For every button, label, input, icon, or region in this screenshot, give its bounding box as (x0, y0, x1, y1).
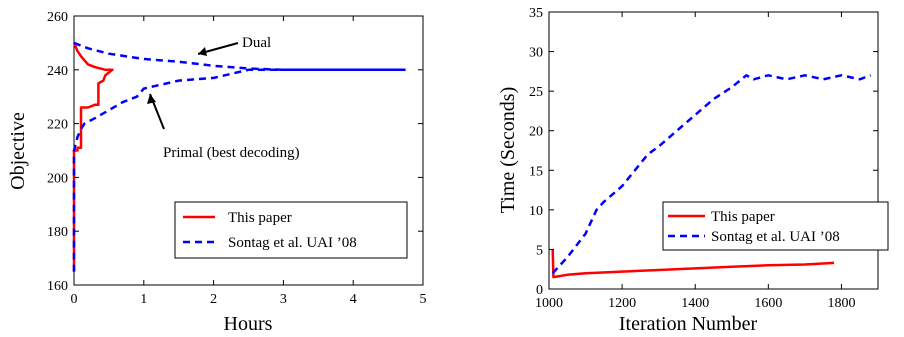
primal-annotation: Primal (best decoding) (147, 93, 300, 161)
left-series-line-0 (72, 42, 114, 272)
right-ytick-label: 30 (529, 46, 543, 61)
left-xtick-label: 5 (420, 292, 427, 307)
left-ytick-label: 180 (47, 225, 68, 240)
left-legend-item-0: This paper (228, 210, 292, 226)
right-ylabel: Time (Seconds) (497, 87, 519, 213)
left-xtick-label: 0 (71, 292, 78, 307)
right-series (551, 74, 872, 279)
right-ytick-label: 5 (536, 243, 543, 258)
right-ytick-label: 10 (529, 204, 543, 219)
left-ytick-label: 220 (47, 118, 68, 133)
right-xlabel: Iteration Number (619, 313, 758, 335)
left-xtick-label: 4 (350, 292, 357, 307)
dual-label: Dual (242, 35, 271, 51)
right-legend: This paper Sontag et al. UAI ’08 (662, 201, 889, 251)
left-chart: 0 1 2 3 4 5 160 180 200 220 240 260 Dual Primal (be… (7, 10, 427, 335)
left-ytick-label: 160 (47, 279, 68, 294)
left-ylabel: Objective (7, 112, 29, 190)
right-xtick-label: 1800 (827, 296, 855, 311)
left-xtick-label: 3 (280, 292, 287, 307)
right-ytick-label: 15 (529, 164, 543, 179)
right-ytick-label: 25 (529, 85, 543, 100)
right-xtick-label: 1600 (754, 296, 782, 311)
left-ytick-label: 240 (47, 64, 68, 79)
left-legend-box (174, 201, 408, 259)
right-xtick-label: 1000 (535, 296, 563, 311)
right-series-line-1 (551, 74, 872, 275)
right-ytick-label: 0 (536, 283, 543, 298)
right-ticks: 1000 1200 1400 1600 1800 0 5 10 15 20 25 30 35 (529, 6, 878, 311)
right-ytick-label: 35 (529, 6, 543, 21)
left-ytick-label: 200 (47, 171, 68, 186)
right-legend-item-1: Sontag et al. UAI ’08 (711, 229, 840, 245)
left-series (72, 41, 406, 272)
primal-label: Primal (best decoding) (163, 145, 300, 161)
right-series-line-0 (551, 249, 835, 279)
right-xtick-label: 1400 (681, 296, 709, 311)
left-legend-item-1: Sontag et al. UAI ’08 (228, 235, 357, 251)
left-ticks: 0 1 2 3 4 5 160 180 200 220 240 260 (47, 10, 427, 307)
right-chart: 1000 1200 1400 1600 1800 0 5 10 15 20 25 30 35 This … (497, 6, 889, 335)
left-xlabel: Hours (224, 313, 273, 335)
right-ytick-label: 20 (529, 125, 543, 140)
left-ytick-label: 260 (47, 10, 68, 25)
left-xtick-label: 1 (140, 292, 147, 307)
dual-annotation: Dual (197, 35, 271, 56)
left-legend: This paper Sontag et al. UAI ’08 (174, 201, 408, 259)
right-legend-item-0: This paper (711, 209, 775, 225)
left-series-line-1 (72, 68, 406, 272)
left-xtick-label: 2 (210, 292, 217, 307)
right-legend-box (662, 201, 889, 251)
right-xtick-label: 1200 (608, 296, 636, 311)
